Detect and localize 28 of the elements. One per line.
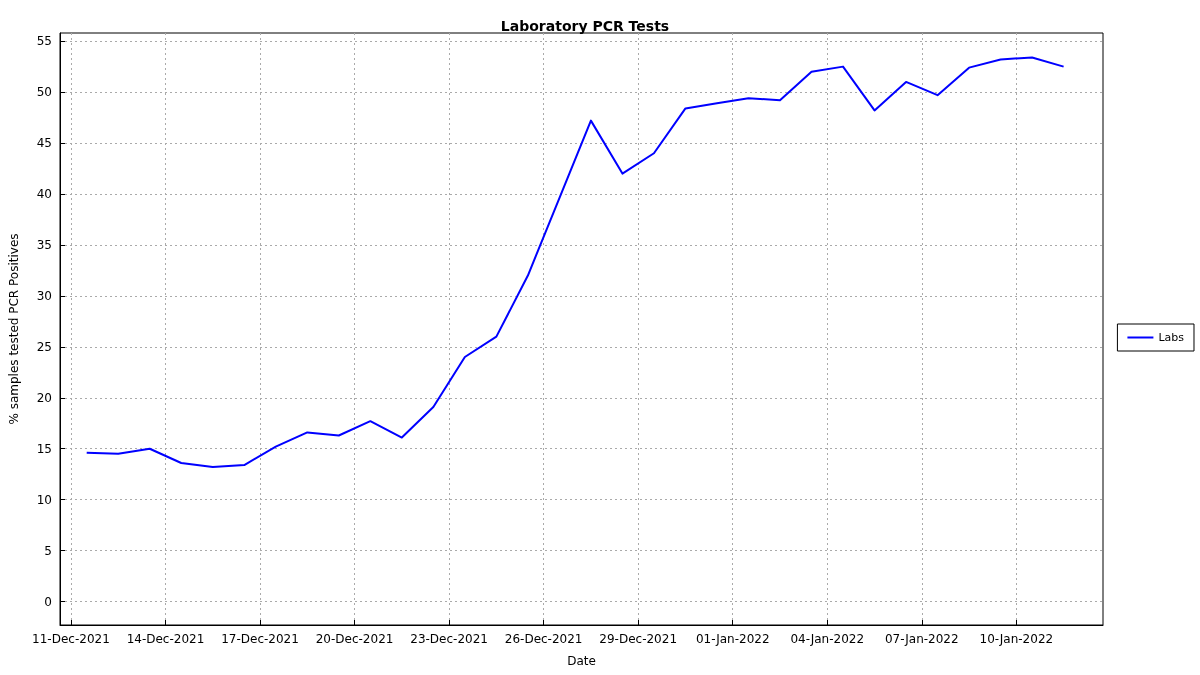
y-tick-label: 40 — [36, 186, 52, 201]
x-tick-label: 26-Dec-2021 — [504, 632, 583, 646]
x-tick-label: 07-Jan-2022 — [884, 632, 959, 646]
y-tick-label: 0 — [44, 594, 52, 609]
x-tick-label: 04-Jan-2022 — [790, 632, 865, 646]
x-tick-label: 01-Jan-2022 — [695, 632, 770, 646]
legend-label: Labs — [1158, 331, 1185, 344]
y-axis-title: % samples tested PCR Positives — [7, 233, 21, 425]
y-tick-label: 15 — [36, 441, 52, 456]
x-tick-label: 20-Dec-2021 — [315, 632, 394, 646]
y-tick-label: 35 — [36, 237, 52, 252]
y-tick-label: 25 — [36, 339, 52, 354]
y-tick-label: 5 — [44, 543, 52, 558]
y-tick-label: 20 — [36, 390, 52, 405]
y-tick-label: 45 — [36, 136, 52, 151]
x-tick-label: 14-Dec-2021 — [126, 632, 205, 646]
y-tick-label: 10 — [36, 492, 52, 507]
chart-title: Laboratory PCR Tests — [500, 18, 670, 34]
x-axis-title: Date — [567, 654, 596, 668]
x-tick-label: 23-Dec-2021 — [410, 632, 488, 646]
y-tick-label: 55 — [36, 34, 52, 49]
x-tick-label: 17-Dec-2021 — [221, 632, 299, 646]
x-tick-label: 11-Dec-2021 — [32, 632, 110, 646]
y-tick-label: 50 — [36, 85, 52, 100]
x-tick-label: 29-Dec-2021 — [599, 632, 678, 646]
line-series — [85, 56, 1065, 469]
x-tick-label: 10-Jan-2022 — [979, 632, 1054, 646]
y-tick-label: 30 — [36, 288, 52, 303]
